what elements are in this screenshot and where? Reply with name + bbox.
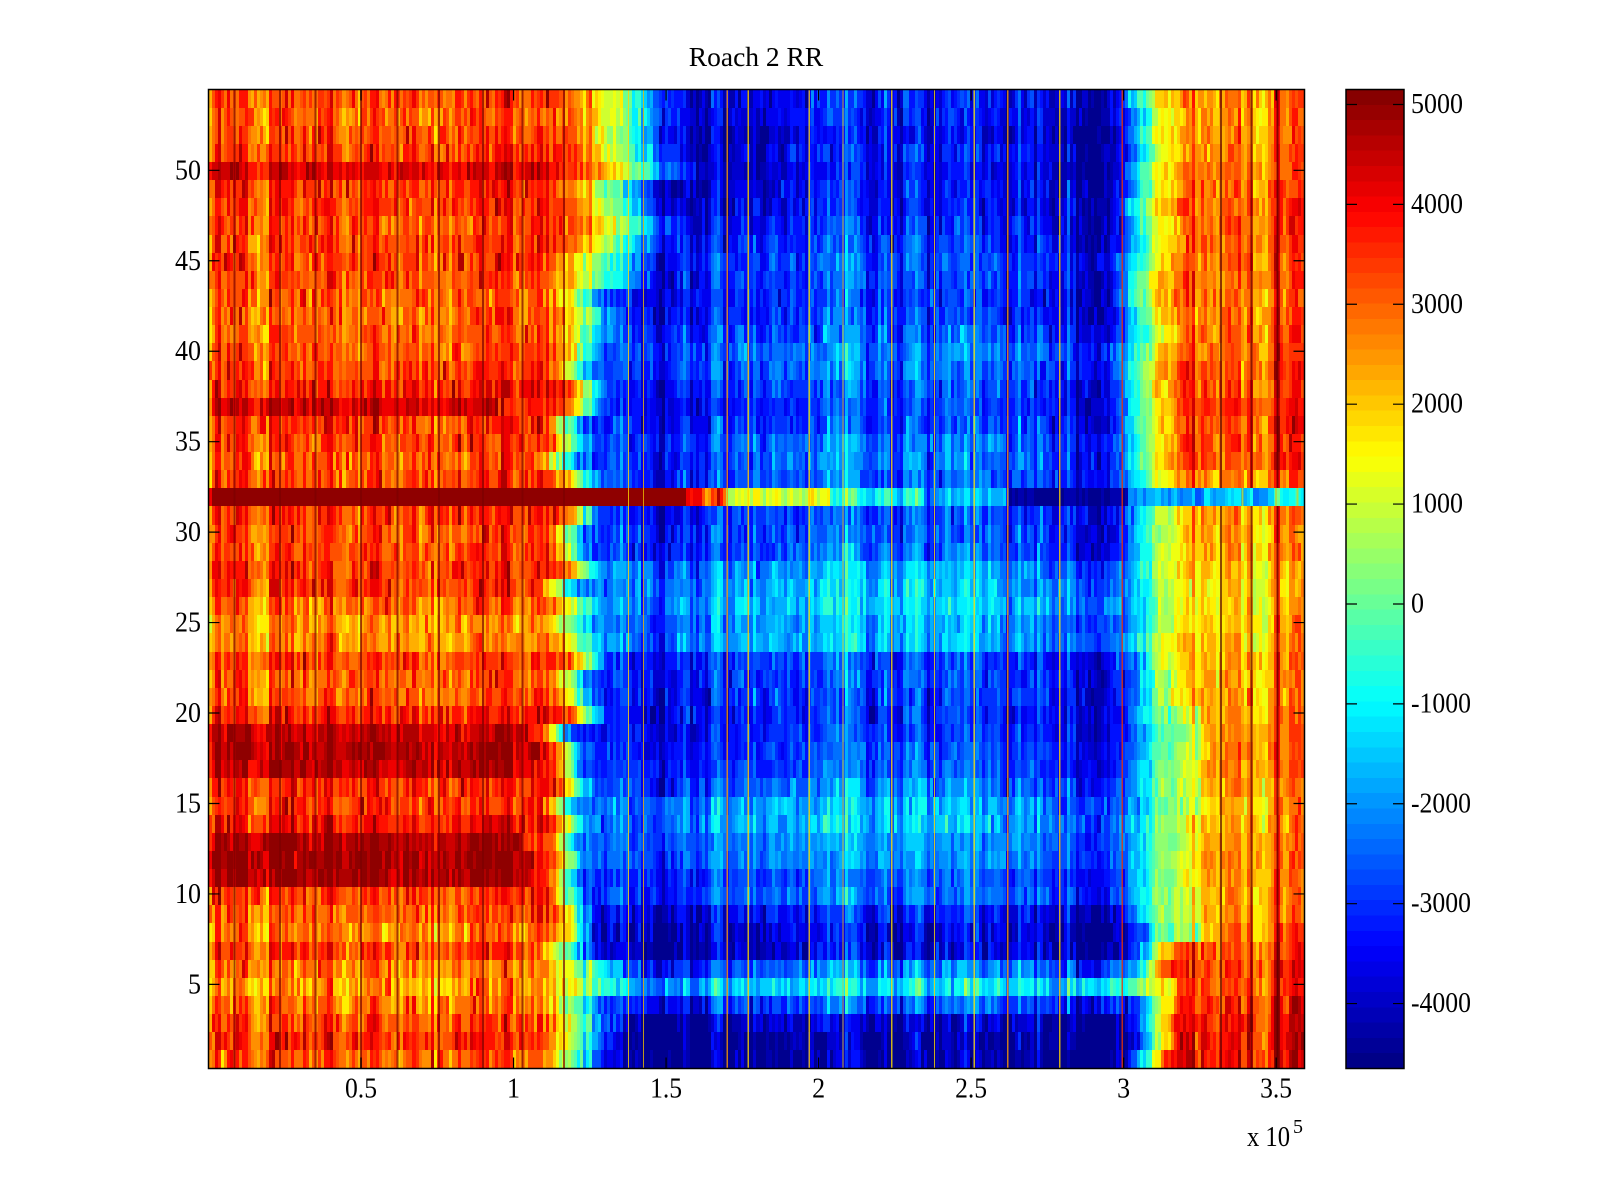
svg-text:-3000: -3000 — [1411, 887, 1471, 919]
svg-text:45: 45 — [175, 245, 201, 277]
svg-text:35: 35 — [175, 426, 201, 458]
svg-text:20: 20 — [175, 697, 201, 729]
svg-text:1: 1 — [507, 1073, 520, 1105]
svg-text:2.5: 2.5 — [955, 1073, 987, 1105]
svg-text:x 10: x 10 — [1247, 1121, 1290, 1153]
svg-text:1000: 1000 — [1411, 488, 1463, 520]
svg-text:0: 0 — [1411, 588, 1424, 620]
svg-text:5000: 5000 — [1411, 88, 1463, 120]
svg-text:30: 30 — [175, 516, 201, 548]
svg-text:10: 10 — [175, 878, 201, 910]
svg-text:1.5: 1.5 — [650, 1073, 682, 1105]
svg-text:Roach 2 RR: Roach 2 RR — [689, 41, 824, 72]
svg-text:50: 50 — [175, 154, 201, 186]
svg-text:-1000: -1000 — [1411, 687, 1471, 719]
svg-text:40: 40 — [175, 335, 201, 367]
svg-text:3000: 3000 — [1411, 288, 1463, 320]
svg-text:3.5: 3.5 — [1260, 1073, 1292, 1105]
svg-text:-2000: -2000 — [1411, 787, 1471, 819]
svg-text:-4000: -4000 — [1411, 987, 1471, 1019]
svg-text:0.5: 0.5 — [345, 1073, 377, 1105]
svg-text:15: 15 — [175, 788, 201, 820]
svg-text:4000: 4000 — [1411, 188, 1463, 220]
svg-text:25: 25 — [175, 607, 201, 639]
svg-text:5: 5 — [1293, 1116, 1303, 1138]
svg-text:3: 3 — [1117, 1073, 1130, 1105]
svg-text:2000: 2000 — [1411, 388, 1463, 420]
svg-text:5: 5 — [188, 968, 201, 1000]
svg-text:2: 2 — [812, 1073, 825, 1105]
